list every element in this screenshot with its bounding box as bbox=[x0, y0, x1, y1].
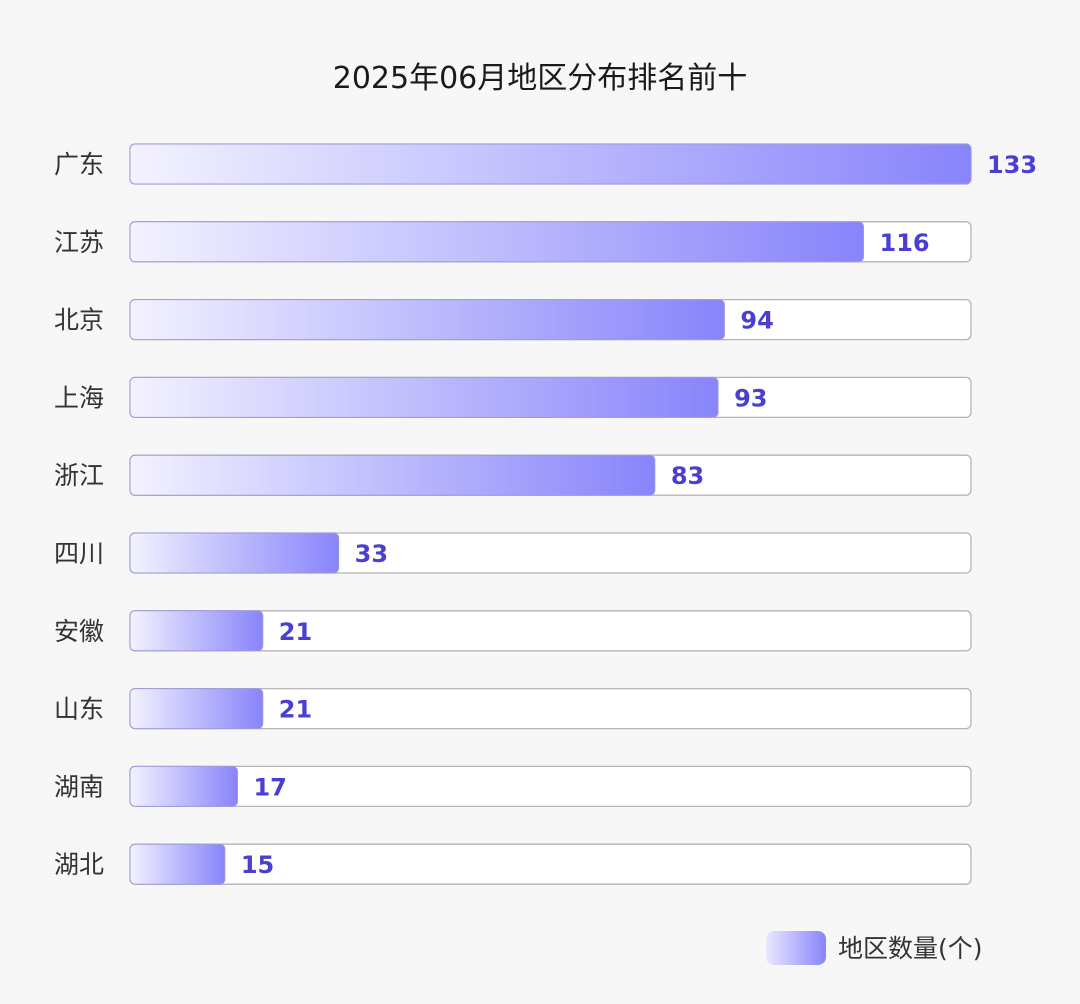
category-label: 山东 bbox=[54, 695, 104, 724]
bar bbox=[129, 765, 238, 807]
category-label: 湖南 bbox=[54, 772, 104, 801]
legend: 地区数量(个) bbox=[766, 931, 983, 965]
bar-row: 北京 94 bbox=[54, 298, 972, 341]
legend-label: 地区数量(个) bbox=[838, 934, 983, 963]
bar-row: 广东 133 bbox=[54, 143, 1037, 185]
bar bbox=[129, 299, 725, 341]
value-label: 17 bbox=[253, 773, 286, 801]
value-label: 116 bbox=[880, 229, 930, 257]
value-label: 133 bbox=[987, 151, 1037, 179]
value-label: 21 bbox=[279, 696, 312, 724]
bar-row: 湖北 15 bbox=[54, 843, 972, 885]
category-label: 湖北 bbox=[54, 850, 104, 879]
category-label: 四川 bbox=[54, 539, 104, 568]
bar-row: 安徽 21 bbox=[54, 610, 972, 652]
bar bbox=[129, 221, 865, 263]
category-label: 广东 bbox=[54, 150, 104, 179]
bar bbox=[129, 688, 264, 730]
legend-swatch bbox=[766, 931, 826, 965]
bar-row: 上海 93 bbox=[54, 376, 972, 419]
bar-row: 山东 21 bbox=[54, 687, 972, 730]
bar bbox=[129, 454, 656, 496]
category-label: 浙江 bbox=[54, 461, 104, 490]
bar-row: 四川 33 bbox=[54, 532, 972, 574]
category-label: 北京 bbox=[54, 306, 104, 335]
value-label: 93 bbox=[734, 384, 767, 412]
chart-title: 2025年06月地区分布排名前十 bbox=[333, 61, 748, 96]
category-label: 安徽 bbox=[54, 617, 104, 646]
bar bbox=[129, 532, 340, 574]
bar-row: 浙江 83 bbox=[54, 454, 972, 496]
bar-row: 湖南 17 bbox=[54, 765, 972, 808]
bar bbox=[129, 843, 226, 885]
category-label: 上海 bbox=[54, 383, 104, 412]
bar bbox=[129, 610, 264, 652]
value-label: 21 bbox=[279, 618, 312, 646]
bar bbox=[129, 143, 972, 185]
value-label: 94 bbox=[740, 307, 773, 335]
bar bbox=[129, 376, 719, 418]
category-label: 江苏 bbox=[54, 228, 104, 257]
value-label: 83 bbox=[671, 462, 704, 490]
bars-group: 广东 133 江苏 116 北京 94 上海 93 浙江 83 四川 33 安徽 21 山东 21 湖南 17 湖北… bbox=[54, 143, 1037, 885]
value-label: 33 bbox=[355, 540, 388, 568]
bar-row: 江苏 116 bbox=[54, 221, 972, 263]
value-label: 15 bbox=[241, 851, 274, 879]
